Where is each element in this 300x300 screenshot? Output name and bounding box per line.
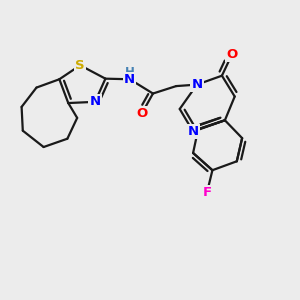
- Text: N: N: [89, 95, 100, 108]
- Text: H: H: [125, 66, 135, 79]
- Text: O: O: [226, 48, 237, 62]
- Text: O: O: [136, 107, 147, 120]
- Text: S: S: [75, 59, 85, 72]
- Text: N: N: [188, 125, 199, 138]
- Text: F: F: [202, 186, 211, 199]
- Text: N: N: [124, 73, 135, 86]
- Text: N: N: [191, 78, 203, 91]
